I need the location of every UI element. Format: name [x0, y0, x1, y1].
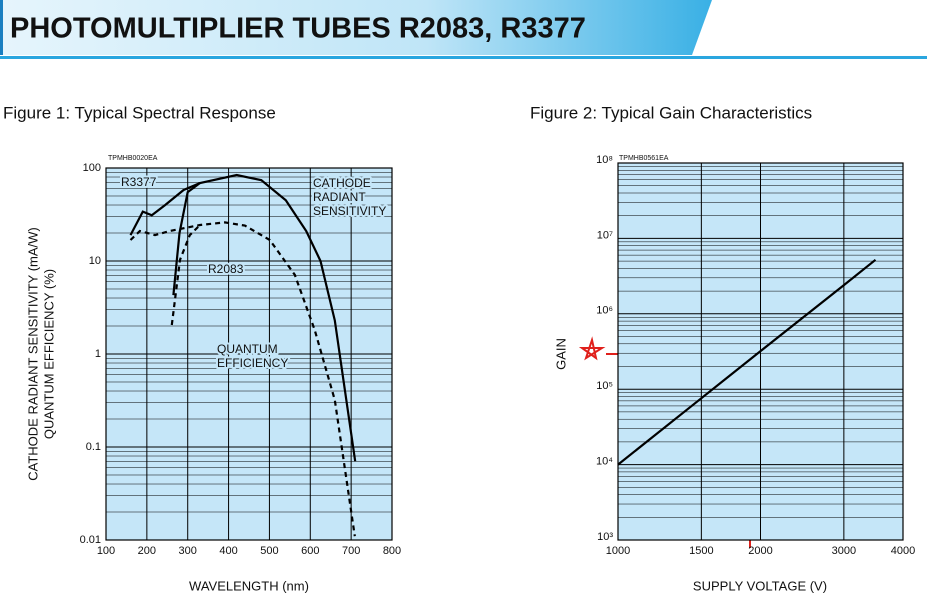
header-rule — [0, 56, 927, 59]
annotation: RADIANT — [313, 190, 366, 204]
plot-frame — [617, 162, 904, 541]
annotation: R2083 — [208, 262, 244, 276]
chart-code: TPMHB0561EA — [619, 155, 669, 162]
y-tick-label: 10⁷ — [597, 229, 613, 241]
y-axis-label: GAIN — [553, 338, 568, 370]
y-tick-label: 10⁸ — [596, 154, 613, 166]
y-tick-label: 100 — [83, 162, 101, 174]
x-axis-label: WAVELENGTH (nm) — [189, 578, 309, 593]
annotation: SENSITIVITY — [313, 204, 386, 218]
x-tick-label: 3000 — [832, 545, 856, 557]
y-tick-label: 0.1 — [86, 441, 101, 453]
y-axis-label: QUANTUM EFFICIENCY (%) — [41, 269, 56, 439]
y-tick-label: 10⁵ — [596, 380, 613, 392]
y-tick-label: 10⁶ — [596, 305, 613, 317]
chart-title: Figure 1: Typical Spectral Response — [3, 103, 276, 122]
y-axis-label: CATHODE RADIANT SENSITIVITY (mA/W) — [25, 227, 40, 481]
x-tick-label: 4000 — [891, 545, 915, 557]
y-tick-label: 0.01 — [80, 534, 101, 546]
x-tick-label: 300 — [179, 545, 197, 557]
annotation: CATHODE — [313, 176, 371, 190]
x-tick-label: 1000 — [606, 545, 630, 557]
chart-code: TPMHB0020EA — [108, 155, 158, 162]
x-tick-label: 1500 — [689, 545, 713, 557]
y-tick-label: 10³ — [597, 531, 613, 543]
chart-title: Figure 2: Typical Gain Characteristics — [530, 103, 812, 122]
header-edge — [0, 0, 3, 55]
annotation: R3377 — [121, 175, 157, 189]
x-tick-label: 400 — [219, 545, 237, 557]
x-tick-label: 2000 — [748, 545, 772, 557]
data-line — [172, 182, 201, 296]
data-line — [129, 221, 356, 537]
x-tick-label: 500 — [260, 545, 278, 557]
data-line — [129, 173, 357, 462]
data-line — [170, 224, 201, 326]
y-tick-label: 1 — [95, 348, 101, 360]
x-tick-label: 100 — [97, 545, 115, 557]
plot-frame — [105, 167, 393, 541]
header-title: PHOTOMULTIPLIER TUBES R2083, R3377 — [10, 13, 586, 45]
header-banner — [0, 0, 712, 55]
data-line — [617, 258, 877, 466]
x-tick-label: 200 — [138, 545, 156, 557]
y-tick-label: 10⁴ — [596, 456, 613, 468]
hand-star — [578, 336, 606, 361]
annotation: EFFICIENCY — [217, 356, 288, 370]
x-tick-label: 700 — [342, 545, 360, 557]
x-axis-label: SUPPLY VOLTAGE (V) — [693, 578, 827, 593]
y-tick-label: 10 — [89, 255, 101, 267]
x-tick-label: 600 — [301, 545, 319, 557]
annotation: QUANTUM — [217, 342, 278, 356]
x-tick-label: 800 — [383, 545, 401, 557]
